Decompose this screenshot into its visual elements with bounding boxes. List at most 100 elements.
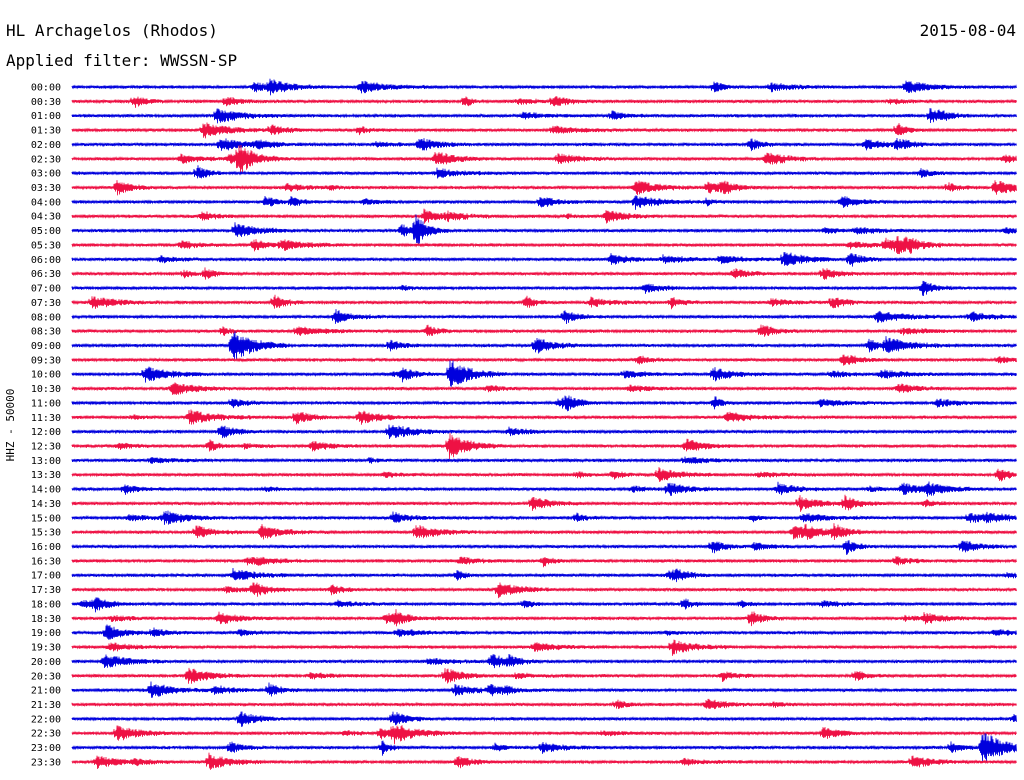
time-tick-label: 19:00 — [31, 628, 61, 639]
time-tick-label: 14:00 — [31, 485, 61, 496]
time-tick-label: 13:00 — [31, 456, 61, 467]
time-tick-label: 12:00 — [31, 427, 61, 438]
time-tick-label: 11:00 — [31, 398, 61, 409]
seismogram-trace — [71, 214, 1017, 245]
seismogram-trace — [71, 409, 1017, 425]
time-tick-label: 21:00 — [31, 686, 61, 697]
time-tick-label: 13:30 — [31, 470, 61, 481]
time-tick-label: 10:00 — [31, 370, 61, 381]
time-tick-label: 01:00 — [31, 111, 61, 122]
seismogram-trace — [71, 725, 1017, 745]
seismogram-trace — [71, 467, 1017, 482]
seismogram-trace — [71, 252, 1017, 267]
time-tick-label: 22:30 — [31, 729, 61, 740]
seismogram-trace — [71, 667, 1017, 684]
time-tick-label: 06:00 — [31, 255, 61, 266]
seismogram-trace — [71, 195, 1017, 210]
time-tick-label: 00:00 — [31, 83, 61, 94]
seismogram-trace — [71, 122, 1017, 139]
time-tick-label: 18:00 — [31, 599, 61, 610]
seismogram-trace — [71, 137, 1017, 152]
seismogram-trace — [71, 267, 1017, 280]
seismogram-trace — [71, 540, 1017, 555]
time-tick-label: 15:00 — [31, 513, 61, 524]
filter-subtitle: Applied filter: WWSSN-SP — [6, 51, 238, 70]
station-title: HL Archagelos (Rhodos) — [6, 21, 218, 40]
seismogram-trace — [71, 609, 1017, 627]
time-tick-label: 08:00 — [31, 312, 61, 323]
seismogram-trace — [71, 733, 1017, 763]
seismogram-trace — [71, 556, 1017, 568]
time-tick-label: 04:00 — [31, 197, 61, 208]
trace-group — [71, 78, 1017, 770]
seismogram-trace — [71, 331, 1017, 360]
seismogram-trace — [71, 382, 1017, 395]
time-tick-label: 16:30 — [31, 556, 61, 567]
seismogram-trace — [71, 432, 1017, 460]
time-label-group: 00:00 00:30 01:00 01:30 02:00 02:30 03:00 03:30… — [31, 83, 61, 769]
seismogram-trace — [71, 354, 1017, 366]
seismogram-trace — [71, 208, 1017, 224]
time-tick-label: 06:30 — [31, 269, 61, 280]
time-tick-label: 00:30 — [31, 97, 61, 108]
time-tick-label: 08:30 — [31, 327, 61, 338]
time-tick-label: 03:00 — [31, 169, 61, 180]
time-tick-label: 12:30 — [31, 442, 61, 453]
time-tick-label: 02:00 — [31, 140, 61, 151]
seismogram-trace — [71, 582, 1017, 599]
time-tick-label: 04:30 — [31, 212, 61, 223]
seismogram-trace — [71, 309, 1017, 325]
time-tick-label: 09:00 — [31, 341, 61, 352]
seismogram-trace — [71, 108, 1017, 124]
time-tick-label: 20:00 — [31, 657, 61, 668]
seismogram-trace — [71, 567, 1017, 583]
time-tick-label: 09:30 — [31, 355, 61, 366]
seismogram-trace — [71, 639, 1017, 656]
seismogram-trace — [71, 752, 1017, 770]
time-tick-label: 14:30 — [31, 499, 61, 510]
time-tick-label: 22:00 — [31, 714, 61, 725]
time-tick-label: 03:30 — [31, 183, 61, 194]
seismogram-trace — [71, 95, 1017, 108]
time-tick-label: 20:30 — [31, 671, 61, 682]
time-tick-label: 23:30 — [31, 757, 61, 768]
seismogram-trace — [71, 324, 1017, 337]
time-tick-label: 10:30 — [31, 384, 61, 395]
seismogram-trace — [71, 395, 1017, 412]
seismogram-trace — [71, 711, 1017, 727]
time-tick-label: 02:30 — [31, 154, 61, 165]
time-tick-label: 23:00 — [31, 743, 61, 754]
seismogram-trace — [71, 360, 1017, 387]
time-tick-label: 07:30 — [31, 298, 61, 309]
time-tick-label: 07:00 — [31, 284, 61, 295]
seismogram-trace — [71, 424, 1017, 440]
seismogram-trace — [71, 494, 1017, 512]
time-tick-label: 05:00 — [31, 226, 61, 237]
time-tick-label: 15:30 — [31, 528, 61, 539]
seismogram-trace — [71, 624, 1017, 640]
time-tick-label: 21:30 — [31, 700, 61, 711]
seismogram-trace — [71, 294, 1017, 310]
time-tick-label: 11:30 — [31, 413, 61, 424]
seismogram-trace — [71, 481, 1017, 497]
time-tick-label: 16:00 — [31, 542, 61, 553]
time-tick-label: 19:30 — [31, 643, 61, 654]
seismogram-trace — [71, 78, 1017, 96]
y-axis-label: HHZ - 50000 — [4, 389, 17, 462]
seismogram-trace — [71, 235, 1017, 255]
seismogram-trace — [71, 698, 1017, 710]
seismogram-trace — [71, 144, 1017, 175]
time-tick-label: 17:30 — [31, 585, 61, 596]
seismogram-trace — [71, 165, 1017, 179]
seismogram-trace — [71, 681, 1017, 698]
time-tick-label: 05:30 — [31, 240, 61, 251]
seismogram-trace — [71, 523, 1017, 541]
seismogram-trace — [71, 280, 1017, 297]
date-label: 2015-08-04 — [919, 21, 1016, 40]
seismogram-trace — [71, 510, 1017, 525]
time-tick-label: 17:00 — [31, 571, 61, 582]
time-tick-label: 01:30 — [31, 126, 61, 137]
seismogram-trace — [71, 653, 1017, 669]
seismogram-trace — [71, 180, 1017, 196]
